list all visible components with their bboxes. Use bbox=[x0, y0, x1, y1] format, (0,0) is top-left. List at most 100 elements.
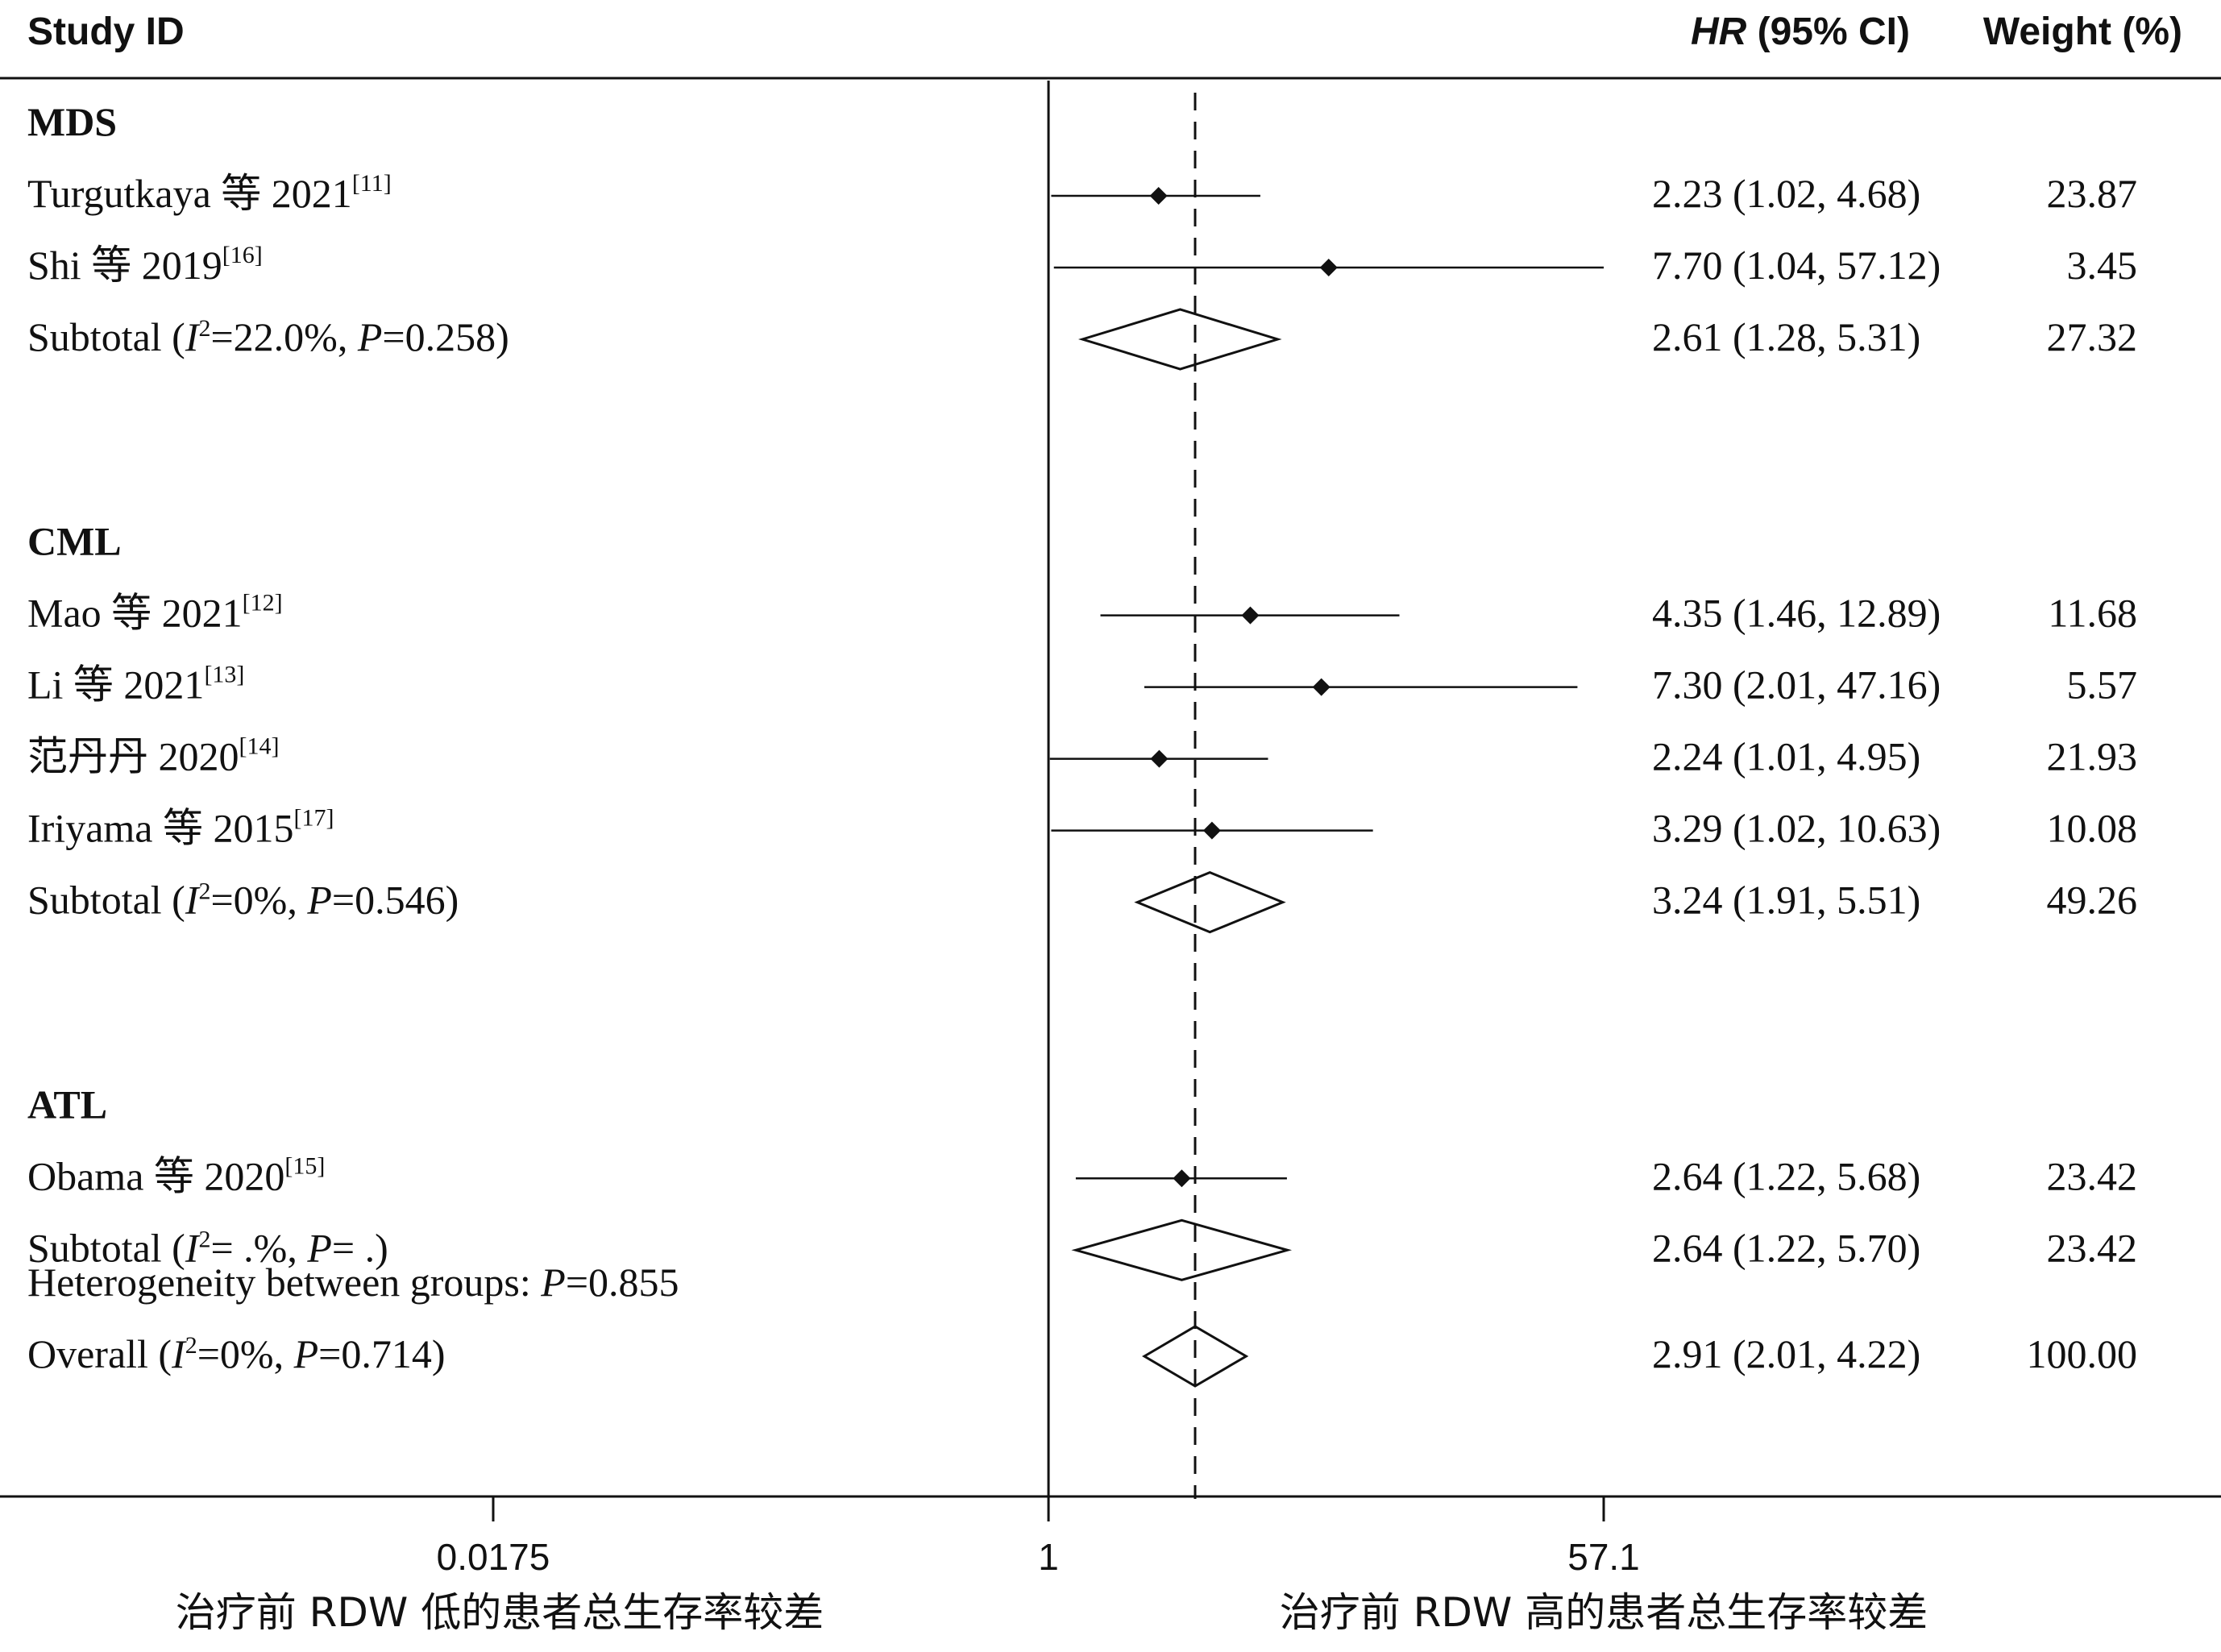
group-cml-study-0-point bbox=[1241, 606, 1260, 625]
overall-hr-ci: 2.91 (2.01, 4.22) bbox=[1652, 1331, 1920, 1376]
group-atl-study-0-hr-ci: 2.64 (1.22, 5.68) bbox=[1652, 1153, 1920, 1198]
group-cml-subtotal-label-prefix: Subtotal ( bbox=[27, 878, 185, 923]
group-cml-study-1-point bbox=[1312, 678, 1331, 696]
overall-label-prefix: Overall ( bbox=[27, 1331, 172, 1376]
group-mds-study-0-hr-ci: 2.23 (1.02, 4.68) bbox=[1652, 171, 1920, 216]
group-cml-study-1-name: Li 等 2021 bbox=[27, 662, 204, 708]
group-cml-study-0-name: Mao 等 2021 bbox=[27, 591, 243, 636]
group-cml-study-0-weight: 11.68 bbox=[2048, 591, 2137, 636]
heterogeneity-p-value: =0.855 bbox=[566, 1260, 679, 1305]
group-cml-study-3-hr-ci: 3.29 (1.02, 10.63) bbox=[1652, 806, 1941, 851]
group-mds-subtotal-label-p-symbol: P bbox=[357, 314, 383, 359]
overall-label-i-symbol: I bbox=[171, 1331, 187, 1376]
group-cml-study-0-hr-ci: 4.35 (1.46, 12.89) bbox=[1652, 591, 1941, 636]
group-atl-subtotal-label-i-symbol: I bbox=[185, 1225, 201, 1270]
group-cml-study-3-point bbox=[1202, 821, 1221, 840]
group-atl-label: ATL bbox=[27, 1081, 107, 1127]
group-mds-label: MDS bbox=[27, 99, 117, 144]
group-mds-subtotal-weight: 27.32 bbox=[2047, 314, 2138, 359]
direction-label-right: 治疗前 RDW 高的患者总生存率较差 bbox=[1280, 1589, 1928, 1636]
group-mds-subtotal-label-prefix: Subtotal ( bbox=[27, 314, 185, 359]
group-atl-subtotal-diamond bbox=[1071, 1218, 1293, 1281]
group-cml-study-2-hr-ci: 2.24 (1.01, 4.95) bbox=[1652, 734, 1920, 779]
group-atl-study-0-ref: [15] bbox=[284, 1152, 325, 1179]
group-mds-study-1-hr-ci: 7.70 (1.04, 57.12) bbox=[1652, 243, 1941, 288]
group-cml-study-3-weight: 10.08 bbox=[2047, 806, 2138, 851]
group-mds-subtotal-label: Subtotal (I2=22.0%, P=0.258) bbox=[27, 314, 509, 359]
group-mds-subtotal-hr-ci: 2.61 (1.28, 5.31) bbox=[1652, 314, 1920, 359]
group-cml-study-2-label: 范丹丹 2020[14] bbox=[27, 733, 279, 779]
group-atl-subtotal-label-p-symbol: P bbox=[306, 1225, 332, 1270]
group-cml-label: CML bbox=[27, 519, 122, 564]
group-cml-study-2-weight: 21.93 bbox=[2047, 734, 2138, 779]
group-cml-subtotal-label-p-value: =0.546) bbox=[332, 878, 459, 923]
overall-label-i2-value: =0%, bbox=[197, 1331, 294, 1376]
direction-label-left: 治疗前 RDW 低的患者总生存率较差 bbox=[176, 1589, 824, 1636]
group-cml-subtotal-label-p-symbol: P bbox=[306, 878, 332, 923]
header-ci-label: (95% CI) bbox=[1746, 10, 1910, 53]
group-atl-subtotal-hr-ci: 2.64 (1.22, 5.70) bbox=[1652, 1225, 1920, 1270]
group-cml-subtotal-weight: 49.26 bbox=[2047, 878, 2138, 923]
group-cml-subtotal-label-i2-value: =0%, bbox=[210, 878, 307, 923]
x-axis-ticks: 0.0175 1 57.1 bbox=[437, 1496, 1640, 1578]
group-atl-subtotal-label: Subtotal (I2= .%, P= .) bbox=[27, 1225, 388, 1270]
group-mds-study-1-label: Shi 等 2019[16] bbox=[27, 242, 263, 288]
plot-marks: MDS Turgutkaya 等 2021[11] 2.23 (1.02, 4.68… bbox=[27, 99, 2138, 1388]
group-cml-study-1-label: Li 等 2021[13] bbox=[27, 662, 244, 708]
group-mds-study-0-weight: 23.87 bbox=[2047, 171, 2138, 216]
overall-diamond bbox=[1142, 1325, 1249, 1388]
group-mds-subtotal-label-i2-superscript: 2 bbox=[198, 315, 210, 342]
overall-weight: 100.00 bbox=[2027, 1331, 2138, 1376]
group-mds-subtotal-label-i-symbol: I bbox=[185, 314, 201, 359]
heterogeneity-p-symbol: P bbox=[540, 1260, 566, 1305]
group-cml-study-1-weight: 5.57 bbox=[2067, 662, 2138, 708]
group-mds-study-0-ref: [11] bbox=[352, 170, 392, 197]
group-atl-subtotal-label-i2-superscript: 2 bbox=[198, 1226, 210, 1252]
group-atl-subtotal-label-p-value: = .) bbox=[332, 1225, 388, 1270]
group-atl-study-0-label: Obama 等 2020[15] bbox=[27, 1152, 325, 1198]
group-cml-study-0-ref: [12] bbox=[243, 590, 283, 616]
header-hr-ci: HR (95% CI) bbox=[1691, 10, 1910, 53]
group-atl-study-0-weight: 23.42 bbox=[2047, 1153, 2138, 1198]
overall-label-i2-superscript: 2 bbox=[185, 1332, 197, 1359]
x-tick-label-1: 1 bbox=[1038, 1536, 1059, 1578]
group-mds-study-0-name: Turgutkaya 等 2021 bbox=[27, 171, 352, 216]
group-cml-subtotal-diamond bbox=[1134, 871, 1286, 934]
group-mds-subtotal-label-i2-value: =22.0%, bbox=[210, 314, 357, 359]
group-mds-study-1-weight: 3.45 bbox=[2067, 243, 2138, 288]
group-mds-subtotal-label-p-value: =0.258) bbox=[382, 314, 509, 359]
group-cml-study-2-ref: [14] bbox=[239, 733, 280, 760]
group-cml-study-2-name: 范丹丹 2020 bbox=[27, 734, 239, 779]
group-mds-study-1-name: Shi 等 2019 bbox=[27, 243, 222, 288]
group-cml-study-1-ref: [13] bbox=[204, 662, 244, 688]
heterogeneity-text: Heterogeneity between groups: bbox=[27, 1260, 541, 1305]
group-atl-study-0-point bbox=[1173, 1169, 1191, 1188]
group-cml-study-3-label: Iriyama 等 2015[17] bbox=[27, 805, 334, 851]
group-cml-study-2-point bbox=[1150, 749, 1169, 768]
group-mds-study-1-ref: [16] bbox=[222, 242, 263, 268]
group-cml-study-0-label: Mao 等 2021[12] bbox=[27, 590, 283, 636]
x-tick-label-0: 0.0175 bbox=[437, 1536, 550, 1578]
group-atl-subtotal-label-i2-value: = .%, bbox=[210, 1225, 307, 1270]
group-mds-subtotal-diamond bbox=[1077, 308, 1282, 371]
overall-label: Overall (I2=0%, P=0.714) bbox=[27, 1331, 446, 1376]
x-tick-label-2: 57.1 bbox=[1567, 1536, 1640, 1578]
header-hr-label: HR bbox=[1691, 10, 1747, 53]
header-study-id: Study ID bbox=[27, 10, 185, 53]
group-mds-study-0-point bbox=[1149, 187, 1168, 205]
group-cml-subtotal-label: Subtotal (I2=0%, P=0.546) bbox=[27, 878, 459, 923]
header-weight: Weight (%) bbox=[1983, 10, 2182, 53]
overall-label-p-value: =0.714) bbox=[318, 1331, 445, 1376]
group-atl-subtotal-label-prefix: Subtotal ( bbox=[27, 1225, 185, 1270]
group-cml-study-3-name: Iriyama 等 2015 bbox=[27, 806, 293, 851]
group-cml-subtotal-label-i-symbol: I bbox=[185, 878, 201, 923]
group-mds-study-1-point bbox=[1319, 259, 1338, 276]
group-cml-subtotal-hr-ci: 3.24 (1.91, 5.51) bbox=[1652, 878, 1920, 923]
heterogeneity-label: Heterogeneity between groups: P=0.855 bbox=[27, 1260, 679, 1305]
group-cml-study-1-hr-ci: 7.30 (2.01, 47.16) bbox=[1652, 662, 1941, 708]
group-atl-subtotal-weight: 23.42 bbox=[2047, 1225, 2138, 1270]
group-mds-study-0-label: Turgutkaya 等 2021[11] bbox=[27, 170, 392, 216]
overall-label-p-symbol: P bbox=[293, 1331, 319, 1376]
group-atl-study-0-name: Obama 等 2020 bbox=[27, 1153, 284, 1198]
